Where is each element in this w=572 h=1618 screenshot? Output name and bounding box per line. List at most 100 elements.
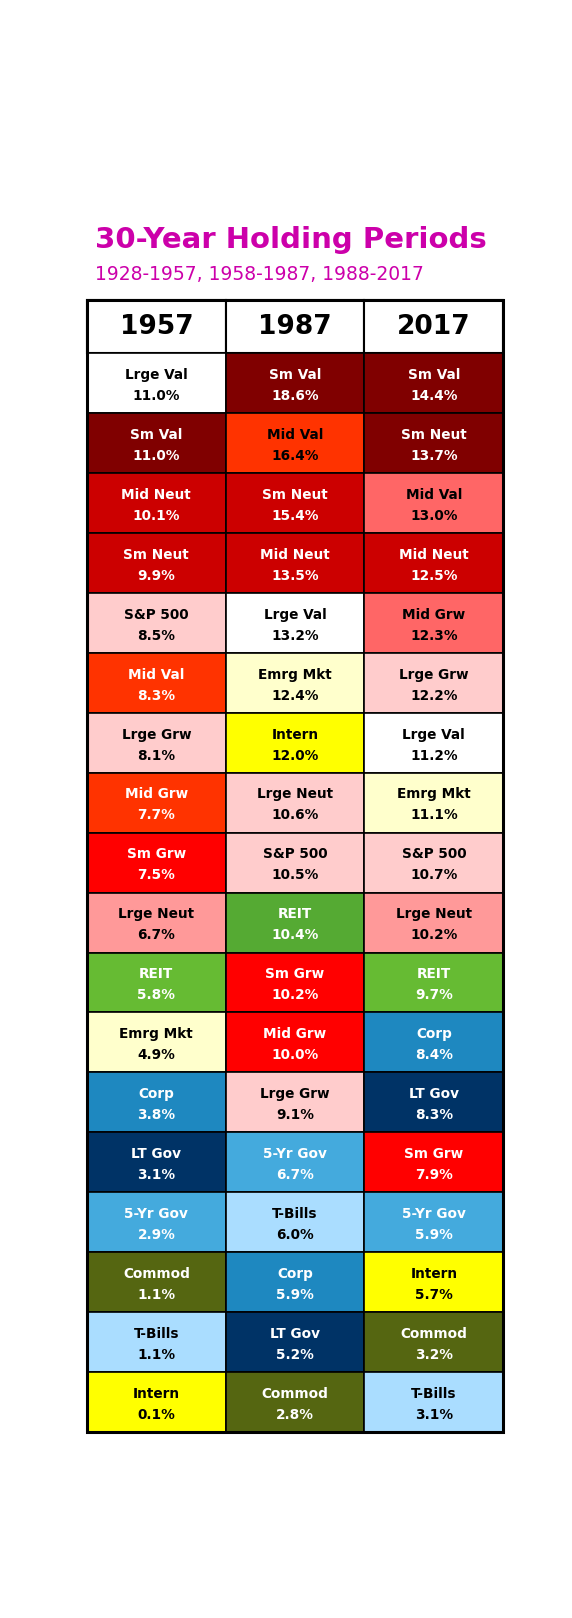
- Text: REIT: REIT: [416, 968, 451, 982]
- Bar: [226, 1073, 364, 1133]
- Text: Intern: Intern: [410, 1267, 458, 1281]
- Text: Emrg Mkt: Emrg Mkt: [120, 1027, 193, 1042]
- Bar: [226, 472, 364, 532]
- Text: 7.7%: 7.7%: [137, 809, 175, 822]
- Text: 5.9%: 5.9%: [276, 1288, 314, 1302]
- Text: 12.5%: 12.5%: [410, 568, 458, 582]
- Text: 3.2%: 3.2%: [415, 1348, 453, 1362]
- Bar: [364, 1312, 503, 1372]
- Bar: [87, 592, 226, 652]
- Text: 10.0%: 10.0%: [272, 1048, 319, 1063]
- Text: Commod: Commod: [261, 1387, 328, 1401]
- Bar: [87, 1013, 226, 1073]
- Text: 12.4%: 12.4%: [271, 689, 319, 702]
- Text: Sm Neut: Sm Neut: [262, 487, 328, 502]
- Text: Sm Val: Sm Val: [408, 367, 460, 382]
- Text: 10.6%: 10.6%: [272, 809, 319, 822]
- Text: Mid Neut: Mid Neut: [399, 547, 468, 561]
- Text: 7.9%: 7.9%: [415, 1168, 452, 1183]
- Text: 10.4%: 10.4%: [272, 929, 319, 942]
- Text: Mid Neut: Mid Neut: [121, 487, 191, 502]
- Text: 9.9%: 9.9%: [137, 568, 175, 582]
- Text: LT Gov: LT Gov: [270, 1327, 320, 1341]
- Bar: [226, 773, 364, 833]
- Text: 8.3%: 8.3%: [137, 689, 176, 702]
- Text: 8.5%: 8.5%: [137, 628, 175, 642]
- Text: Sm Neut: Sm Neut: [401, 427, 467, 442]
- Text: Mid Grw: Mid Grw: [264, 1027, 327, 1042]
- Text: T-Bills: T-Bills: [272, 1207, 318, 1222]
- Text: Lrge Grw: Lrge Grw: [399, 668, 468, 681]
- Text: 2017: 2017: [397, 314, 471, 340]
- Text: 9.7%: 9.7%: [415, 989, 452, 1003]
- Text: REIT: REIT: [139, 968, 173, 982]
- Bar: [226, 1013, 364, 1073]
- Text: Mid Neut: Mid Neut: [260, 547, 330, 561]
- Bar: [364, 652, 503, 712]
- Bar: [364, 893, 503, 953]
- Text: 1928-1957, 1958-1987, 1988-2017: 1928-1957, 1958-1987, 1988-2017: [95, 265, 424, 285]
- Bar: [226, 953, 364, 1013]
- Text: T-Bills: T-Bills: [134, 1327, 179, 1341]
- Bar: [87, 1372, 226, 1432]
- Text: 13.5%: 13.5%: [271, 568, 319, 582]
- Bar: [226, 833, 364, 893]
- Text: 30-Year Holding Periods: 30-Year Holding Periods: [95, 227, 487, 254]
- Text: REIT: REIT: [278, 908, 312, 921]
- Text: 10.7%: 10.7%: [410, 869, 458, 882]
- Text: Intern: Intern: [133, 1387, 180, 1401]
- Bar: [226, 413, 364, 472]
- Text: Lrge Neut: Lrge Neut: [257, 788, 333, 801]
- Text: 4.9%: 4.9%: [137, 1048, 175, 1063]
- Text: 15.4%: 15.4%: [271, 508, 319, 523]
- Bar: [364, 592, 503, 652]
- Bar: [364, 833, 503, 893]
- Text: 0.1%: 0.1%: [137, 1408, 175, 1422]
- Bar: [87, 652, 226, 712]
- Text: Lrge Val: Lrge Val: [125, 367, 188, 382]
- Text: Lrge Neut: Lrge Neut: [118, 908, 194, 921]
- Text: Lrge Val: Lrge Val: [264, 608, 327, 621]
- Bar: [226, 1312, 364, 1372]
- Text: Lrge Grw: Lrge Grw: [122, 728, 191, 741]
- Text: Sm Grw: Sm Grw: [404, 1147, 463, 1162]
- Text: 10.2%: 10.2%: [410, 929, 458, 942]
- Bar: [226, 532, 364, 592]
- Text: 13.7%: 13.7%: [410, 448, 458, 463]
- Text: 2.8%: 2.8%: [276, 1408, 314, 1422]
- Text: Emrg Mkt: Emrg Mkt: [258, 668, 332, 681]
- Text: Mid Grw: Mid Grw: [125, 788, 188, 801]
- Text: 8.1%: 8.1%: [137, 749, 176, 762]
- Text: 5-Yr Gov: 5-Yr Gov: [125, 1207, 188, 1222]
- Text: 11.2%: 11.2%: [410, 749, 458, 762]
- Text: 7.5%: 7.5%: [137, 869, 175, 882]
- Text: Intern: Intern: [272, 728, 319, 741]
- Bar: [226, 1133, 364, 1192]
- Bar: [87, 773, 226, 833]
- Bar: [364, 773, 503, 833]
- Text: 14.4%: 14.4%: [410, 388, 458, 403]
- Text: 9.1%: 9.1%: [276, 1108, 314, 1123]
- Bar: [87, 472, 226, 532]
- Bar: [226, 652, 364, 712]
- Text: Sm Neut: Sm Neut: [124, 547, 189, 561]
- Text: 11.1%: 11.1%: [410, 809, 458, 822]
- Bar: [226, 592, 364, 652]
- Text: T-Bills: T-Bills: [411, 1387, 456, 1401]
- Text: 2.9%: 2.9%: [137, 1228, 175, 1243]
- Text: 8.3%: 8.3%: [415, 1108, 453, 1123]
- Bar: [226, 353, 364, 413]
- Bar: [364, 413, 503, 472]
- Text: 12.0%: 12.0%: [272, 749, 319, 762]
- Text: 5-Yr Gov: 5-Yr Gov: [263, 1147, 327, 1162]
- Text: 3.1%: 3.1%: [137, 1168, 176, 1183]
- Bar: [87, 413, 226, 472]
- Text: S&P 500: S&P 500: [124, 608, 189, 621]
- Bar: [87, 833, 226, 893]
- Bar: [226, 301, 364, 353]
- Bar: [364, 1192, 503, 1252]
- Text: 5.2%: 5.2%: [276, 1348, 314, 1362]
- Bar: [87, 301, 226, 353]
- Bar: [364, 353, 503, 413]
- Text: Sm Val: Sm Val: [269, 367, 321, 382]
